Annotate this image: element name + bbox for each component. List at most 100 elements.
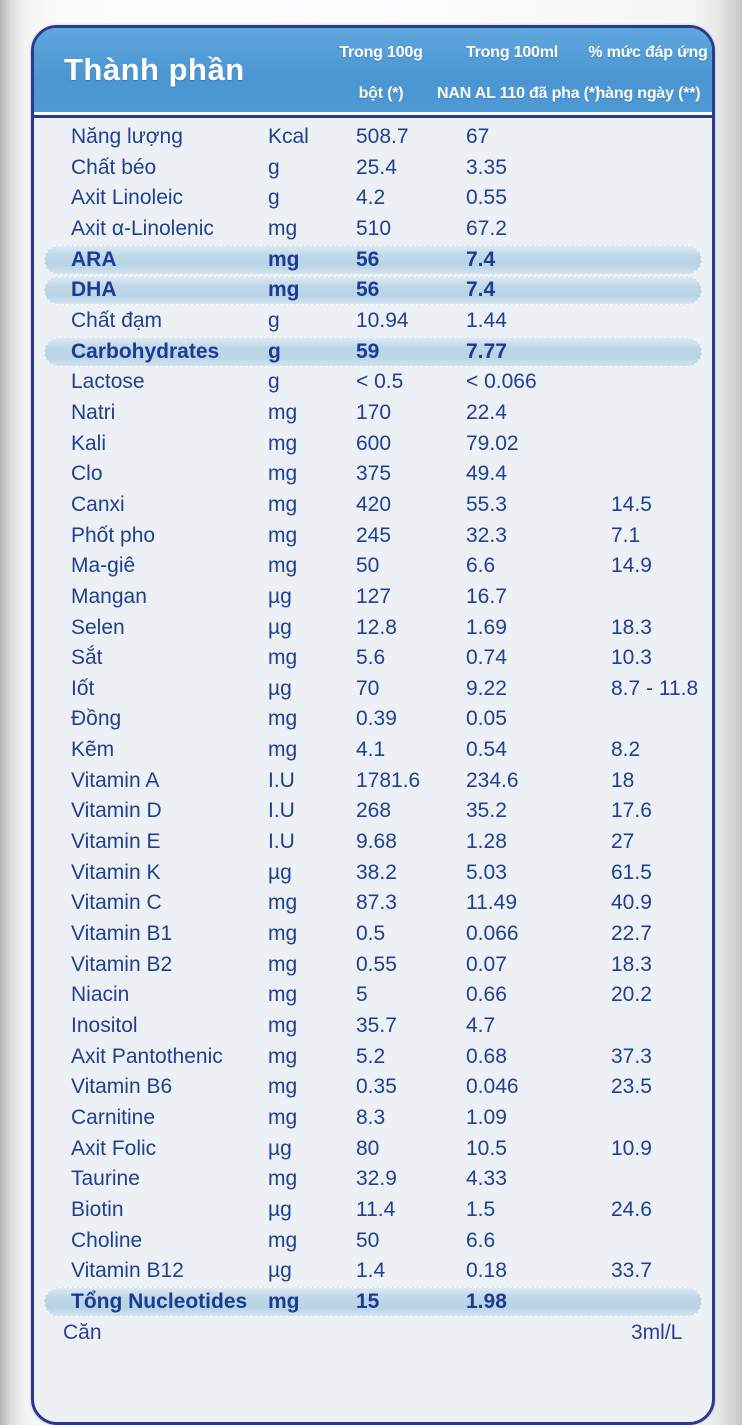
value-100g: 0.39 xyxy=(356,707,397,731)
unit: mg xyxy=(268,1106,298,1129)
value-100ml: 9.22 xyxy=(466,676,507,700)
ingredient-name: Niacin xyxy=(71,983,130,1007)
unit: mg xyxy=(268,738,298,762)
value-100g: 1.4 xyxy=(356,1259,386,1283)
unit: I.U xyxy=(268,768,295,792)
table-row: Natri mg 170 22.4 xyxy=(34,398,712,429)
column-header-line: hàng ngày (**) xyxy=(595,84,701,102)
table-row: Vitamin B6 mg 0.35 0.046 23.5 xyxy=(34,1072,712,1103)
unit: g xyxy=(268,186,280,210)
table-row: ARA mg 56 7.4 xyxy=(34,245,712,276)
table-row: Canxi mg 420 55.3 14.5 xyxy=(34,490,712,521)
ingredient-name: Vitamin D xyxy=(71,799,162,823)
value-100g: 5.2 xyxy=(356,1044,386,1068)
value-100g: 56 xyxy=(356,247,380,271)
value-100ml: 6.6 xyxy=(466,1228,496,1252)
table-title: Thành phần xyxy=(64,52,245,87)
value-100ml: 0.18 xyxy=(466,1259,507,1283)
value-100g: 5 xyxy=(356,983,368,1007)
unit: mg xyxy=(268,431,298,455)
table-row: Đồng mg 0.39 0.05 xyxy=(34,704,712,735)
value-100g: 9.68 xyxy=(356,830,397,854)
ingredient-name: Tổng Nucleotides xyxy=(71,1289,248,1313)
daily-percent: 40.9 xyxy=(611,891,652,915)
value-100g: 375 xyxy=(356,462,392,486)
value-100ml: 3.35 xyxy=(466,155,507,179)
value-100ml: 5.03 xyxy=(466,860,507,884)
value-100ml: 67.2 xyxy=(466,216,507,240)
unit: mg xyxy=(268,523,298,547)
table-row: Chất đạm g 10.94 1.44 xyxy=(34,306,712,337)
ingredient-name: Ma-giê xyxy=(71,554,136,578)
table-body: Năng lượng Kcal 508.7 67 Chất béo g 25.4 3.35 Ax… xyxy=(34,122,712,1318)
value-100g: 268 xyxy=(356,799,392,823)
daily-percent: 8.2 xyxy=(611,738,641,762)
label-photo: Thành phần Trong 100g bột (*) Trong 100m… xyxy=(31,25,715,1425)
value-100ml: 16.7 xyxy=(466,584,507,608)
ingredient-name: Axit α-Linolenic xyxy=(71,216,214,240)
nutrition-table: Thành phần Trong 100g bột (*) Trong 100m… xyxy=(31,25,715,1425)
table-row: Inositol mg 35.7 4.7 xyxy=(34,1011,712,1042)
unit: µg xyxy=(268,1259,292,1283)
ingredient-name: Taurine xyxy=(71,1167,140,1191)
unit: mg xyxy=(268,952,298,976)
table-row: Biotin µg 11.4 1.5 24.6 xyxy=(34,1195,712,1226)
unit: g xyxy=(268,308,280,332)
daily-percent: 20.2 xyxy=(611,983,652,1007)
daily-percent: 37.3 xyxy=(611,1044,652,1068)
unit: mg xyxy=(268,1075,298,1099)
value-100g: 4.1 xyxy=(356,738,386,762)
value-100g: 11.4 xyxy=(356,1197,396,1221)
column-header-line: % mức đáp ứng xyxy=(588,44,708,61)
ingredient-name: Chất đạm xyxy=(71,308,163,332)
ingredient-name: Axit Folic xyxy=(71,1136,157,1160)
table-row: Clo mg 375 49.4 xyxy=(34,459,712,490)
table-row: Sắt mg 5.6 0.74 10.3 xyxy=(34,643,712,674)
daily-percent xyxy=(611,367,712,398)
ingredient-name: DHA xyxy=(71,278,117,302)
daily-percent xyxy=(611,429,712,460)
table-row: Niacin mg 5 0.66 20.2 xyxy=(34,980,712,1011)
column-header-per-100ml: Trong 100ml NAN AL 110 đã pha (*) xyxy=(437,43,600,103)
value-100ml: 4.33 xyxy=(466,1167,507,1191)
table-row: Carbohydrates g 59 7.77 xyxy=(34,337,712,368)
footnote-fragment: 3ml/L xyxy=(631,1321,683,1344)
value-100g: 80 xyxy=(356,1136,380,1160)
daily-percent xyxy=(611,704,712,735)
value-100ml: 7.4 xyxy=(466,278,496,302)
value-100ml: 0.046 xyxy=(466,1075,519,1099)
unit: mg xyxy=(268,462,298,486)
table-row: Lactose g < 0.5 < 0.066 xyxy=(34,367,712,398)
ingredient-name: Iốt xyxy=(71,676,95,700)
unit: mg xyxy=(268,1044,298,1068)
daily-percent xyxy=(611,122,712,153)
ingredient-name: ARA xyxy=(71,247,117,271)
value-100g: 59 xyxy=(356,339,380,363)
value-100ml: 79.02 xyxy=(466,431,519,455)
ingredient-name: Axit Linoleic xyxy=(71,186,184,210)
daily-percent: 17.6 xyxy=(611,799,652,823)
unit: mg xyxy=(268,922,298,946)
value-100g: 8.3 xyxy=(356,1106,386,1129)
value-100ml: 1.98 xyxy=(466,1289,507,1313)
value-100g: 4.2 xyxy=(356,186,386,210)
unit: mg xyxy=(268,492,298,516)
table-row: Vitamin B2 mg 0.55 0.07 18.3 xyxy=(34,950,712,981)
value-100g: 12.8 xyxy=(356,615,397,639)
unit: mg xyxy=(268,1228,298,1252)
table-row: Vitamin D I.U 268 35.2 17.6 xyxy=(34,796,712,827)
value-100ml: 6.6 xyxy=(466,554,496,578)
table-row: Vitamin C mg 87.3 11.49 40.9 xyxy=(34,888,712,919)
ingredient-name: Axit Pantothenic xyxy=(71,1044,223,1068)
value-100g: 87.3 xyxy=(356,891,397,915)
table-row: Tổng Nucleotides mg 15 1.98 xyxy=(34,1287,712,1318)
daily-percent xyxy=(611,337,712,368)
daily-percent xyxy=(611,153,712,184)
ingredient-name: Carnitine xyxy=(71,1106,156,1129)
value-100g: 510 xyxy=(356,216,392,240)
unit: mg xyxy=(268,554,298,578)
unit: mg xyxy=(268,216,298,240)
unit: µg xyxy=(268,676,292,700)
value-100ml: 0.66 xyxy=(466,983,507,1007)
value-100g: 38.2 xyxy=(356,860,397,884)
